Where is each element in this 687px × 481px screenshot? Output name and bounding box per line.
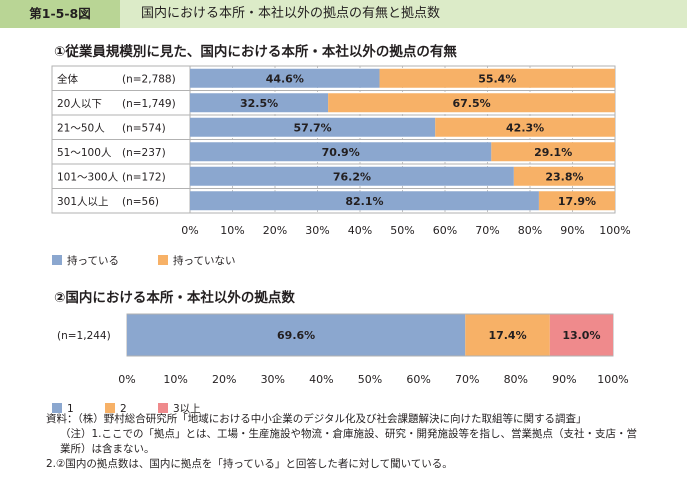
chart1-tick-label: 40%: [348, 224, 372, 237]
chart1-n-label: (n=1,749): [122, 98, 176, 110]
figure-header: 第1-5-8図 国内における本所・本社以外の拠点の有無と拠点数: [0, 0, 687, 28]
chart1-n-label: (n=2,788): [122, 73, 176, 85]
notes: 資料：（株）野村総合研究所「地域における中小企業のデジタル化及び社会課題解決に向…: [46, 412, 637, 472]
chart1-legend-label: 持っている: [67, 254, 119, 267]
chart2-legend-swatch: [158, 403, 168, 413]
chart2-n-label: (n=1,244): [57, 330, 111, 342]
chart1-bar: [435, 117, 615, 137]
chart2-tick-label: 80%: [504, 373, 528, 386]
chart1-title: ①従業員規模別に見た、国内における本所・本社以外の拠点の有無: [54, 44, 457, 60]
chart1-category-label: 20人以下: [57, 98, 102, 110]
chart1-legend-swatch: [158, 255, 168, 265]
chart1-tick-label: 20%: [263, 224, 287, 237]
chart2-legend-label: 3以上: [173, 403, 201, 415]
chart2-tick-label: 60%: [406, 373, 430, 386]
chart1-data-label: 42.3%: [506, 121, 544, 134]
chart2-legend-swatch: [52, 403, 62, 413]
chart1-data-label: 29.1%: [534, 146, 572, 159]
chart1-data-label: 82.1%: [345, 195, 383, 208]
note-1-cont: 業所）は含まない。: [60, 443, 155, 455]
note-1: （注）1.ここでの「拠点」とは、工場・生産施設や物流・倉庫施設、研究・開発施設等…: [60, 428, 638, 440]
chart1-tick-label: 90%: [560, 224, 584, 237]
figure-number: 第1-5-8図: [0, 0, 120, 28]
figure-title: 国内における本所・本社以外の拠点の有無と拠点数: [141, 6, 441, 21]
chart1-data-label: 55.4%: [478, 72, 516, 85]
chart1-category-label: 全体: [57, 72, 78, 85]
chart2-data-label: 17.4%: [488, 329, 526, 342]
chart2-legend-swatch: [105, 403, 115, 413]
chart1-tick-label: 10%: [220, 224, 244, 237]
chart1-data-label: 76.2%: [333, 170, 371, 183]
chart1-bar: [190, 142, 492, 162]
chart2-bar: [127, 314, 466, 356]
chart1-category-label: 21～50人: [57, 122, 105, 134]
chart2-tick-label: 30%: [261, 373, 285, 386]
chart2-legend-label: 2: [120, 403, 127, 415]
chart1-tick-label: 70%: [475, 224, 499, 237]
chart1-bar: [328, 93, 615, 113]
chart1-data-label: 70.9%: [322, 146, 360, 159]
chart2-data-label: 13.0%: [562, 329, 600, 342]
chart1-bar: [190, 68, 380, 88]
chart2-tick-label: 50%: [358, 373, 382, 386]
chart2-title: ②国内における本所・本社以外の拠点数: [54, 290, 295, 306]
chart2-tick-label: 20%: [212, 373, 236, 386]
chart2-tick-label: 10%: [163, 373, 187, 386]
chart1-data-label: 57.7%: [294, 121, 332, 134]
chart1-tick-label: 50%: [390, 224, 414, 237]
chart1-bar: [513, 166, 615, 186]
chart1-bar: [538, 191, 615, 211]
note-source: 資料：（株）野村総合研究所「地域における中小企業のデジタル化及び社会課題解決に向…: [46, 413, 587, 425]
chart1-bar: [190, 117, 436, 137]
chart1-bar: [379, 68, 615, 88]
chart2-tick-label: 0%: [118, 373, 135, 386]
chart1-data-label: 44.6%: [266, 72, 304, 85]
chart1-bar: [190, 166, 514, 186]
chart1-bar: [190, 93, 329, 113]
chart1-tick-label: 30%: [305, 224, 329, 237]
chart2-tick-label: 90%: [552, 373, 576, 386]
chart2-bar: [465, 314, 550, 356]
chart1-tick-label: 0%: [181, 224, 198, 237]
chart1-category-label: 301人以上: [57, 196, 109, 208]
chart2-legend-label: 1: [67, 403, 74, 415]
chart1-category-label: 101～300人: [57, 171, 119, 183]
chart1-n-label: (n=237): [122, 147, 166, 159]
chart1-tick-label: 100%: [599, 224, 630, 237]
chart1-bar: [190, 191, 539, 211]
chart2-tick-label: 100%: [597, 373, 628, 386]
chart1-category-label: 51～100人: [57, 147, 112, 159]
chart1-n-label: (n=574): [122, 122, 166, 134]
chart1-tick-label: 80%: [518, 224, 542, 237]
chart2-bar: [549, 314, 613, 356]
chart1-data-label: 32.5%: [240, 97, 278, 110]
chart1-n-label: (n=172): [122, 171, 166, 183]
note-2: 2.②国内の拠点数は、国内に拠点を「持っている」と回答した者に対して聞いている。: [46, 458, 453, 470]
chart1-n-label: (n=56): [122, 196, 159, 208]
chart1-legend-label: 持っていない: [173, 254, 235, 267]
chart1-legend-swatch: [52, 255, 62, 265]
chart1-data-label: 17.9%: [558, 195, 596, 208]
chart1-data-label: 23.8%: [545, 170, 583, 183]
chart1-data-label: 67.5%: [452, 97, 490, 110]
chart2-tick-label: 70%: [455, 373, 479, 386]
chart2-tick-label: 40%: [309, 373, 333, 386]
chart1-tick-label: 60%: [433, 224, 457, 237]
chart1-bar: [491, 142, 615, 162]
chart2-data-label: 69.6%: [277, 329, 315, 342]
